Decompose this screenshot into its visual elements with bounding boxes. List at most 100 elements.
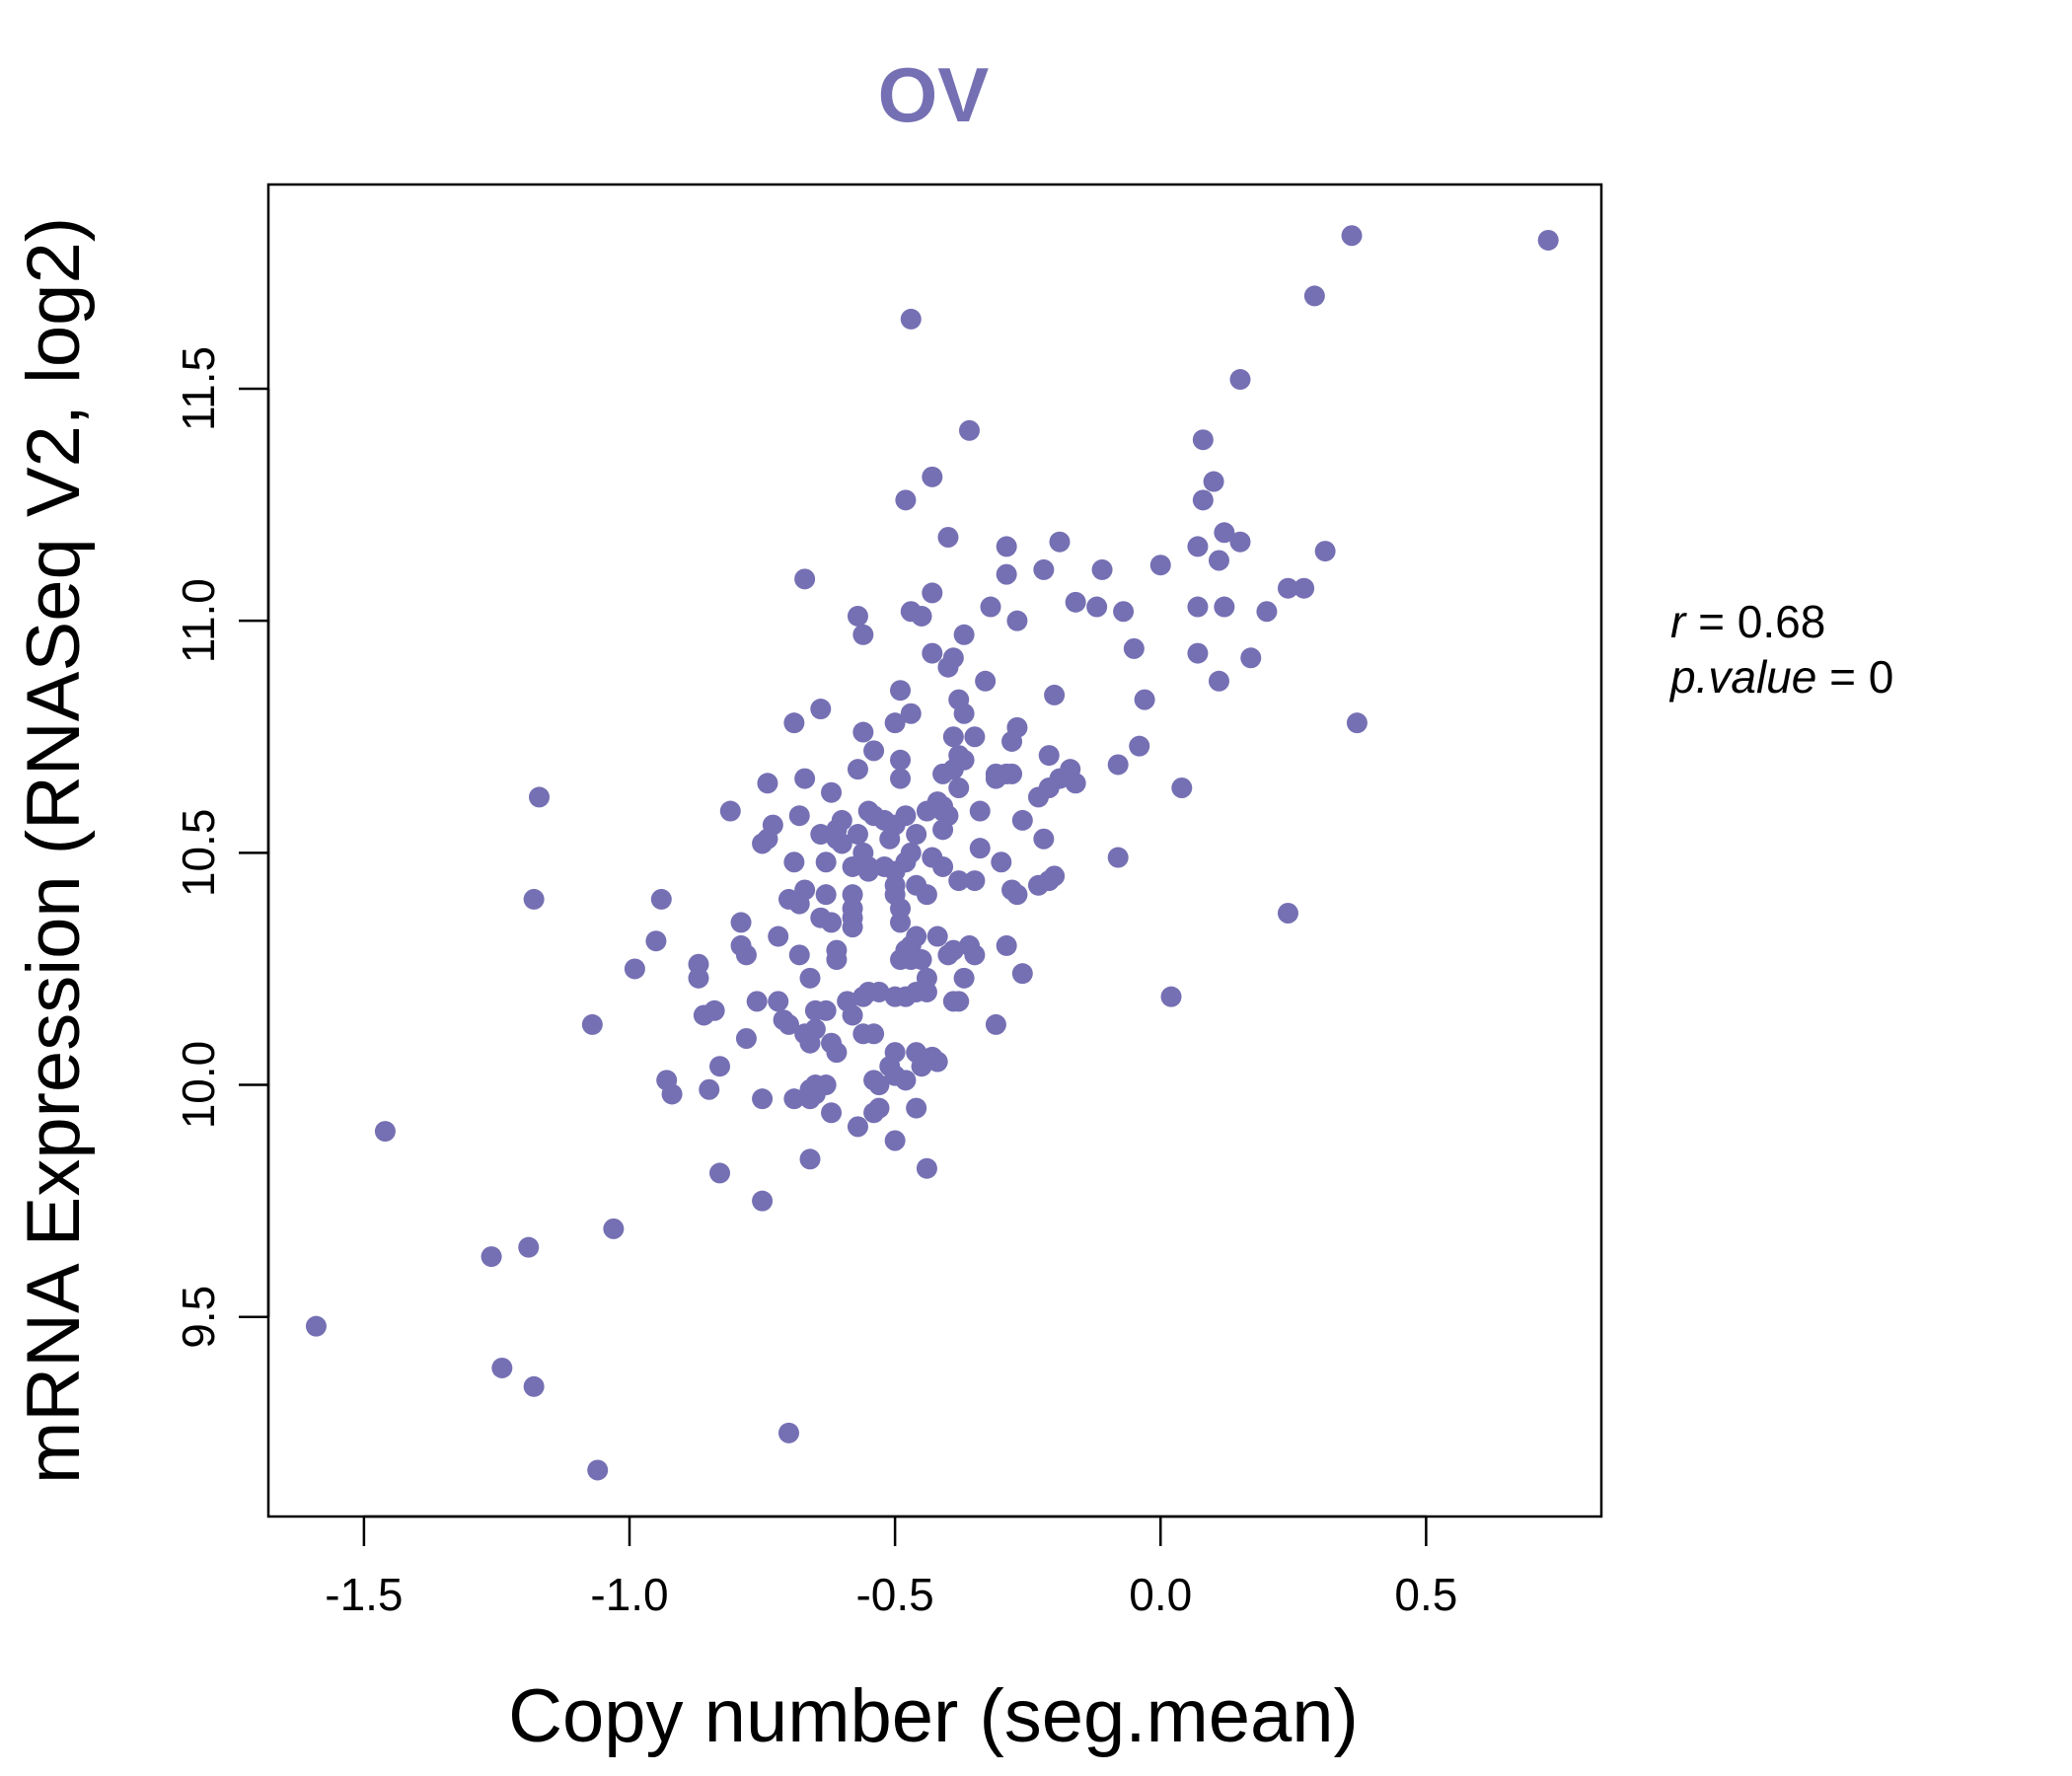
data-point	[491, 1357, 513, 1378]
y-tick-label: 11.5	[173, 346, 224, 431]
data-point	[884, 1130, 906, 1151]
data-point	[1214, 596, 1235, 618]
data-point	[752, 1088, 774, 1110]
data-point	[1187, 596, 1209, 618]
y-tick-label: 9.5	[173, 1286, 224, 1349]
data-point	[948, 870, 970, 892]
data-point	[852, 624, 874, 645]
data-point	[847, 824, 868, 846]
data-point	[953, 703, 975, 724]
data-point	[1346, 712, 1368, 734]
data-point	[1240, 647, 1262, 669]
data-point	[852, 721, 874, 743]
data-point	[1134, 689, 1155, 710]
data-point	[1214, 522, 1235, 544]
r-equals: =	[1698, 596, 1738, 647]
x-tick-label: -0.5	[855, 1569, 933, 1620]
data-point	[1187, 536, 1209, 557]
y-tick-label: 10.0	[173, 1041, 224, 1130]
data-point	[900, 842, 922, 863]
data-point	[922, 466, 943, 487]
data-point	[703, 999, 725, 1021]
data-point	[842, 898, 863, 920]
data-point	[709, 1056, 731, 1077]
data-point	[1107, 847, 1129, 868]
data-point	[821, 912, 843, 933]
data-point	[969, 838, 991, 859]
data-point	[735, 944, 757, 966]
data-point	[831, 833, 852, 854]
data-point	[757, 773, 778, 794]
data-point	[975, 670, 997, 692]
data-point	[815, 884, 837, 906]
data-point	[1229, 369, 1251, 391]
r-value: 0.68	[1738, 596, 1826, 647]
data-point	[661, 1083, 683, 1105]
data-point	[922, 642, 943, 664]
p-equals: =	[1829, 651, 1869, 703]
data-point	[1277, 577, 1298, 599]
data-point	[1187, 642, 1209, 664]
data-point	[884, 712, 906, 734]
data-point	[895, 489, 917, 511]
data-point	[719, 800, 741, 822]
data-point	[777, 1422, 799, 1443]
data-point	[906, 1097, 927, 1119]
data-point	[768, 925, 789, 947]
data-point	[815, 1074, 837, 1096]
data-point	[942, 939, 964, 961]
data-point	[890, 749, 912, 771]
data-point	[624, 958, 645, 980]
p-label: p.value	[1668, 651, 1816, 703]
data-point	[911, 949, 932, 971]
data-point	[821, 781, 843, 803]
data-point	[1011, 809, 1033, 831]
data-point	[842, 917, 863, 938]
data-point	[1171, 777, 1193, 798]
data-point	[916, 1157, 937, 1179]
x-axis: -1.5 -1.0 -0.5 0.0 0.5	[325, 1515, 1457, 1620]
data-point	[1208, 550, 1229, 571]
data-point	[810, 824, 832, 846]
data-point	[1006, 884, 1028, 906]
data-point	[374, 1121, 396, 1143]
data-point	[1294, 577, 1315, 599]
data-point	[964, 944, 986, 966]
y-tick-label: 11.0	[173, 578, 224, 663]
data-point	[1129, 735, 1150, 757]
data-point	[783, 1088, 805, 1110]
data-point	[799, 1148, 821, 1170]
data-point	[1208, 670, 1229, 692]
data-point	[964, 870, 986, 892]
correlation-annotation: r = 0.68	[1670, 596, 1825, 647]
data-point	[1341, 225, 1363, 247]
data-point	[481, 1246, 502, 1268]
data-point	[587, 1459, 609, 1481]
data-point	[1001, 763, 1023, 784]
data-point	[799, 967, 821, 989]
data-point	[650, 888, 672, 910]
data-point	[518, 1236, 540, 1258]
data-point	[699, 1078, 720, 1100]
data-point	[831, 809, 852, 831]
data-point	[821, 1102, 843, 1124]
data-point	[996, 563, 1017, 585]
data-point	[996, 934, 1017, 956]
data-point	[746, 991, 768, 1012]
data-point	[1011, 963, 1033, 985]
data-point	[794, 879, 816, 901]
data-point	[868, 1097, 890, 1119]
data-point	[890, 768, 912, 789]
data-point	[762, 814, 783, 836]
data-point	[1256, 601, 1278, 623]
data-point	[1038, 745, 1060, 767]
data-point	[948, 777, 970, 798]
data-point	[815, 999, 837, 1021]
data-point	[529, 786, 551, 808]
data-point	[900, 703, 922, 724]
data-point	[890, 680, 912, 702]
data-point	[1160, 986, 1182, 1007]
data-point	[937, 526, 959, 548]
data-point	[1277, 903, 1298, 925]
data-point	[581, 1013, 603, 1035]
